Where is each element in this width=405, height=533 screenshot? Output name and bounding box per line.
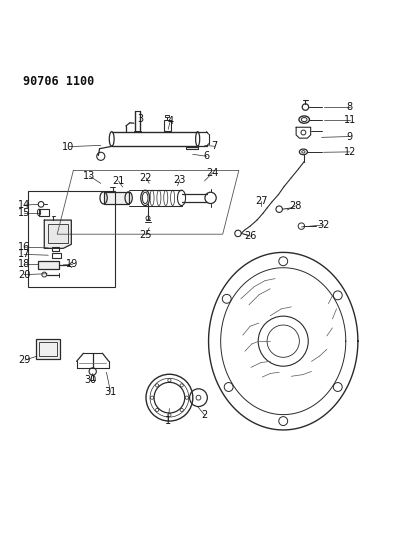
Text: 20: 20 bbox=[18, 270, 30, 280]
Text: 14: 14 bbox=[18, 200, 30, 210]
Text: 18: 18 bbox=[18, 260, 30, 270]
Text: 12: 12 bbox=[343, 147, 356, 157]
Text: 2: 2 bbox=[201, 410, 208, 420]
Text: 10: 10 bbox=[62, 142, 75, 151]
Bar bbox=[48, 224, 68, 243]
Bar bbox=[39, 342, 57, 356]
Text: 32: 32 bbox=[318, 220, 330, 230]
Text: 24: 24 bbox=[207, 168, 219, 178]
Text: 27: 27 bbox=[255, 196, 267, 206]
Text: 90706 1100: 90706 1100 bbox=[23, 75, 94, 88]
Text: 6: 6 bbox=[203, 151, 210, 161]
Bar bbox=[36, 339, 60, 359]
Bar bbox=[52, 247, 59, 251]
Bar bbox=[39, 209, 49, 216]
Text: 26: 26 bbox=[245, 231, 257, 241]
Text: 22: 22 bbox=[140, 173, 152, 183]
Bar bbox=[104, 192, 129, 204]
Text: 29: 29 bbox=[19, 355, 31, 365]
Text: 17: 17 bbox=[18, 249, 30, 260]
Text: 31: 31 bbox=[104, 386, 117, 397]
Bar bbox=[28, 191, 115, 287]
Text: 7: 7 bbox=[211, 141, 218, 151]
Bar bbox=[38, 261, 59, 269]
Text: 8: 8 bbox=[347, 102, 353, 112]
Text: 9: 9 bbox=[347, 132, 353, 142]
Text: 3: 3 bbox=[137, 114, 143, 124]
Text: 30: 30 bbox=[84, 375, 96, 385]
Text: 15: 15 bbox=[18, 208, 30, 218]
Text: 1: 1 bbox=[165, 416, 171, 426]
Bar bbox=[165, 115, 169, 117]
Polygon shape bbox=[44, 220, 71, 248]
Bar bbox=[164, 120, 171, 131]
Text: 16: 16 bbox=[18, 242, 30, 252]
Text: 21: 21 bbox=[112, 176, 125, 186]
Text: 23: 23 bbox=[174, 175, 186, 185]
Text: 4: 4 bbox=[167, 116, 173, 126]
Text: 28: 28 bbox=[289, 201, 301, 211]
Text: 19: 19 bbox=[66, 260, 79, 270]
Bar bbox=[52, 253, 61, 257]
Text: 25: 25 bbox=[140, 230, 152, 240]
Text: 11: 11 bbox=[344, 115, 356, 125]
Text: 13: 13 bbox=[83, 171, 96, 181]
